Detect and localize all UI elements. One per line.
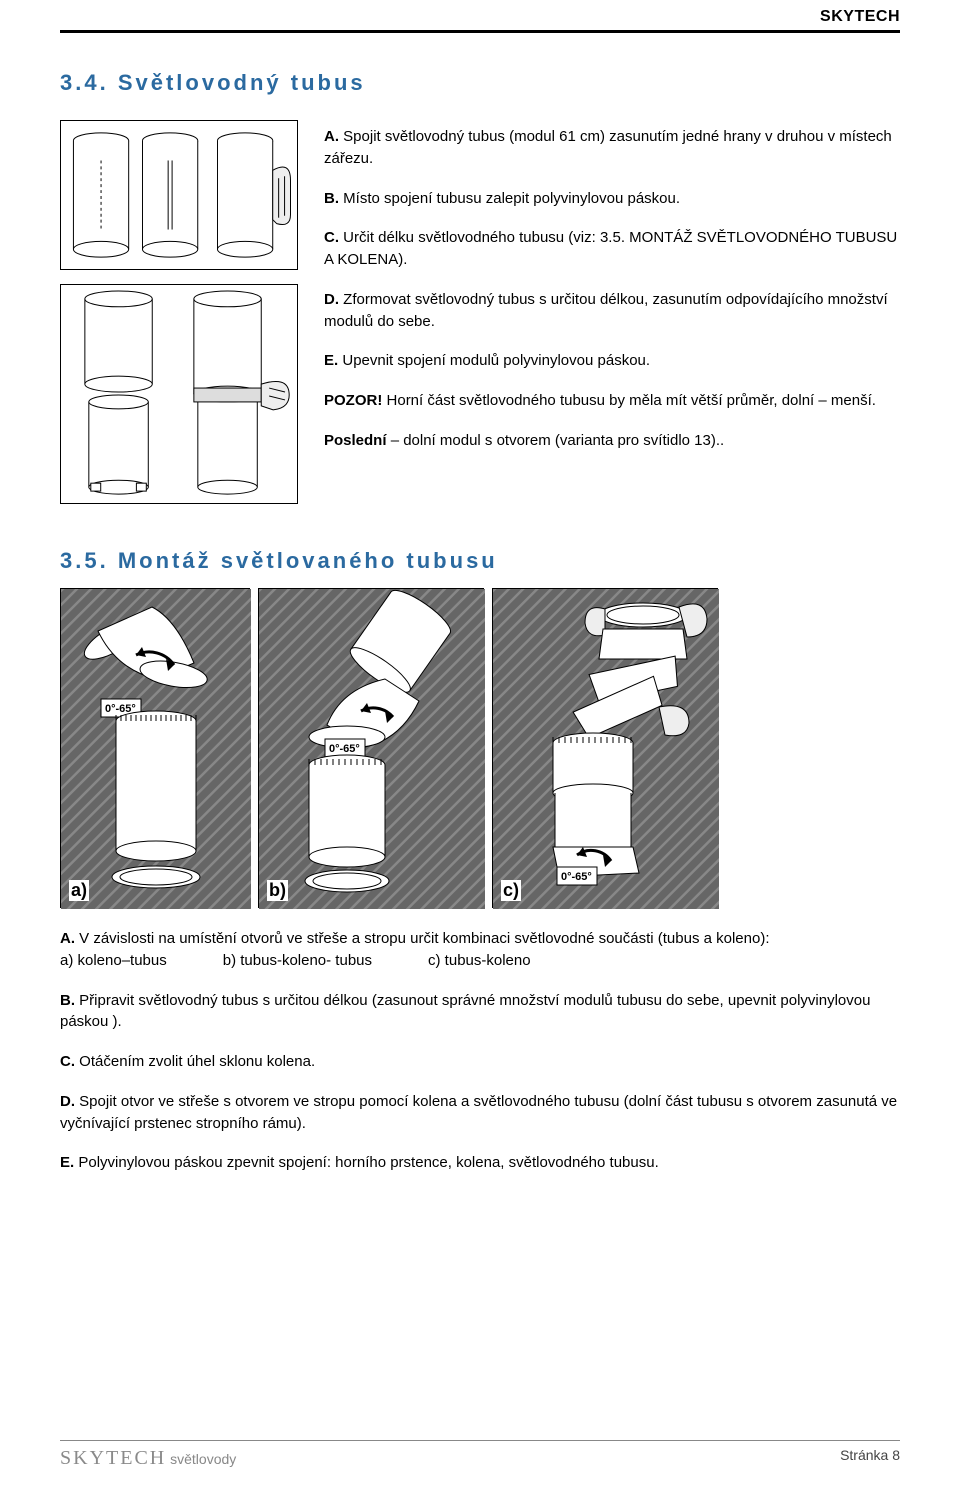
item-b-label: B. [324, 190, 339, 207]
figure-b: 0°-65° b) [258, 588, 484, 908]
para-b: B. Připravit světlovodný tubus s určitou… [60, 990, 900, 1034]
item-a-label: A. [324, 128, 339, 145]
item-a: A. Spojit světlovodný tubus (modul 61 cm… [324, 126, 900, 170]
para-c-text: Otáčením zvolit úhel sklonu kolena. [79, 1053, 315, 1070]
item-b: B. Místo spojení tubusu zalepit polyviny… [324, 188, 900, 210]
section-34-row: A. Spojit světlovodný tubus (modul 61 cm… [60, 120, 900, 504]
section-34-text: A. Spojit světlovodný tubus (modul 61 cm… [324, 120, 900, 504]
figure-c-label: c) [501, 880, 521, 901]
section-35-heading: 3.5. Montáž světlovaného tubusu [60, 548, 900, 574]
section-35-text: A. V závislosti na umístění otvorů ve st… [60, 928, 900, 1174]
item-e: E. Upevnit spojení modulů polyvinylovou … [324, 350, 900, 372]
figure-a-svg: 0°-65° [61, 589, 251, 909]
footer-left: SKYTECH světlovody [60, 1447, 236, 1470]
para-a-options: a) koleno–tubus b) tubus-koleno- tubus c… [60, 950, 900, 972]
svg-text:0°-65°: 0°-65° [329, 743, 360, 755]
section-34-heading: 3.4. Světlovodný tubus [60, 70, 900, 96]
item-d: D. Zformovat světlovodný tubus s určitou… [324, 289, 900, 333]
para-d-text: Spojit otvor ve střeše s otvorem ve stro… [60, 1093, 897, 1132]
footer-row: SKYTECH světlovody Stránka 8 [60, 1447, 900, 1470]
para-a: A. V závislosti na umístění otvorů ve st… [60, 928, 900, 972]
figure-c: 0°-65° c) [492, 588, 718, 908]
para-b-text: Připravit světlovodný tubus s určitou dé… [60, 992, 870, 1031]
item-c: C. Určit délku světlovodného tubusu (viz… [324, 227, 900, 271]
para-c: C. Otáčením zvolit úhel sklonu kolena. [60, 1051, 900, 1073]
item-posledni-text: – dolní modul s otvorem (varianta pro sv… [391, 432, 725, 449]
para-d-label: D. [60, 1093, 75, 1110]
para-a-text: V závislosti na umístění otvorů ve střeš… [79, 930, 769, 947]
item-d-label: D. [324, 291, 339, 308]
item-b-text: Místo spojení tubusu zalepit polyvinylov… [343, 190, 680, 207]
para-a-label: A. [60, 930, 75, 947]
header-brand: SKYTECH [820, 8, 900, 26]
page-footer: SKYTECH světlovody Stránka 8 [60, 1440, 900, 1470]
section-35-figures: 0°-65° a) [60, 588, 900, 908]
item-pozor: POZOR! Horní část světlovodného tubusu b… [324, 390, 900, 412]
figure-a-label: a) [69, 880, 89, 901]
para-b-label: B. [60, 992, 75, 1009]
para-c-label: C. [60, 1053, 75, 1070]
illustration-34a [60, 120, 298, 270]
footer-rule [60, 1440, 900, 1441]
item-pozor-text: Horní část světlovodného tubusu by měla … [387, 392, 876, 409]
section-35-number: 3.5. [60, 548, 109, 573]
figure-c-svg: 0°-65° [493, 589, 719, 909]
footer-page-num: 8 [892, 1447, 900, 1463]
para-d: D. Spojit otvor ve střeše s otvorem ve s… [60, 1091, 900, 1135]
illustration-column [60, 120, 298, 504]
para-e-text: Polyvinylovou páskou zpevnit spojení: ho… [78, 1154, 658, 1171]
figure-b-label: b) [267, 880, 288, 901]
item-e-text: Upevnit spojení modulů polyvinylovou pás… [342, 352, 650, 369]
section-34-number: 3.4. [60, 70, 109, 95]
footer-mid: světlovody [170, 1451, 236, 1467]
item-a-text: Spojit světlovodný tubus (modul 61 cm) z… [324, 128, 892, 167]
footer-right: Stránka 8 [840, 1447, 900, 1470]
figure-a: 0°-65° a) [60, 588, 250, 908]
footer-page-label: Stránka [840, 1447, 888, 1463]
section-34-title: Světlovodný tubus [118, 70, 366, 95]
item-posledni: Poslední – dolní modul s otvorem (varian… [324, 430, 900, 452]
opt-c: c) tubus-koleno [428, 950, 531, 972]
header-rule [60, 30, 900, 33]
item-d-text: Zformovat světlovodný tubus s určitou dé… [324, 291, 888, 330]
para-e-label: E. [60, 1154, 74, 1171]
page-content: 3.4. Světlovodný tubus [60, 0, 900, 1174]
item-c-text: Určit délku světlovodného tubusu (viz: 3… [324, 229, 897, 268]
opt-a: a) koleno–tubus [60, 950, 167, 972]
footer-brand: SKYTECH [60, 1447, 166, 1469]
section-35-title: Montáž světlovaného tubusu [118, 548, 498, 573]
opt-b: b) tubus-koleno- tubus [223, 950, 372, 972]
illustration-34b [60, 284, 298, 504]
item-pozor-label: POZOR! [324, 392, 382, 409]
svg-text:0°-65°: 0°-65° [561, 871, 592, 883]
item-posledni-label: Poslední [324, 432, 387, 449]
para-e: E. Polyvinylovou páskou zpevnit spojení:… [60, 1152, 900, 1174]
figure-b-svg: 0°-65° [259, 589, 485, 909]
item-e-label: E. [324, 352, 338, 369]
item-c-label: C. [324, 229, 339, 246]
